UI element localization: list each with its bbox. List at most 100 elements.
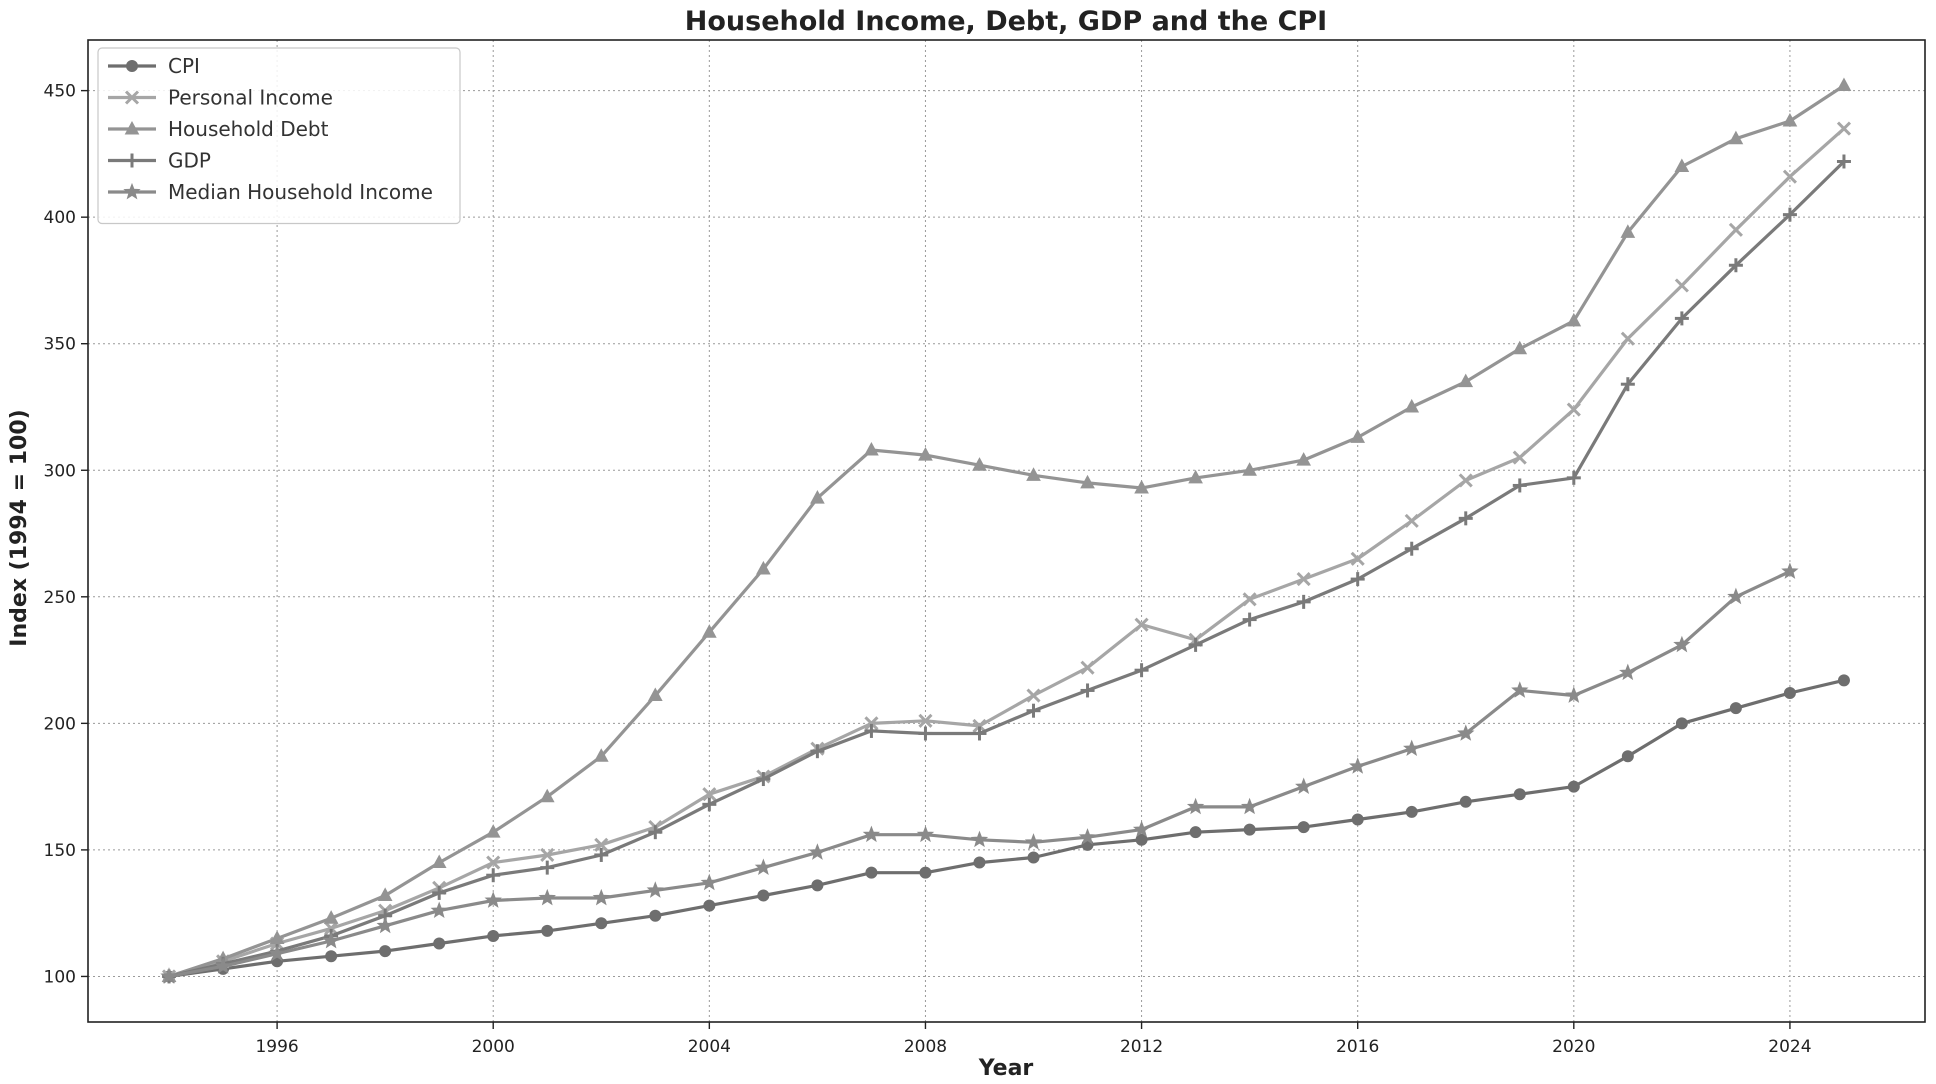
- data-point: [972, 457, 987, 471]
- data-point: [1404, 541, 1419, 556]
- data-point: [916, 825, 935, 843]
- data-point: [918, 713, 933, 728]
- data-point: [214, 957, 232, 974]
- data-point: [1135, 833, 1148, 846]
- data-point: [919, 866, 932, 879]
- data-point: [1297, 821, 1310, 834]
- data-point: [810, 744, 825, 759]
- data-point: [379, 945, 392, 958]
- data-point: [1242, 612, 1257, 627]
- data-point: [1404, 398, 1420, 413]
- legend-entry: Personal Income: [108, 86, 333, 110]
- data-point: [376, 916, 394, 934]
- data-point: [1620, 331, 1635, 346]
- series-5: [160, 562, 1799, 984]
- data-point: [1350, 429, 1366, 443]
- data-point: [1512, 340, 1528, 355]
- data-point: [1728, 222, 1743, 237]
- data-point: [1240, 797, 1259, 815]
- data-point: [268, 944, 286, 961]
- x-tick-label: 2000: [472, 1037, 515, 1057]
- data-point: [1511, 681, 1529, 698]
- data-point: [1404, 513, 1419, 528]
- data-point: [1620, 224, 1636, 238]
- data-point: [1567, 780, 1580, 793]
- data-point: [864, 441, 879, 456]
- data-point: [1458, 473, 1473, 488]
- data-point: [431, 854, 447, 869]
- series-line: [167, 569, 1792, 979]
- legend-label: GDP: [168, 149, 211, 173]
- legend-label: Personal Income: [168, 86, 333, 110]
- data-point: [1512, 450, 1527, 465]
- data-point: [700, 873, 718, 891]
- y-axis-label: Index (1994 = 100): [7, 409, 32, 646]
- data-point: [864, 716, 879, 731]
- data-point: [1403, 739, 1421, 756]
- data-point: [1132, 820, 1151, 838]
- data-point: [1351, 813, 1364, 826]
- data-point: [1188, 637, 1203, 652]
- data-point: [1024, 833, 1043, 850]
- y-tick-label: 250: [44, 588, 76, 608]
- data-point: [973, 856, 986, 869]
- data-point: [1134, 663, 1149, 678]
- data-point: [1783, 686, 1796, 699]
- data-point: [702, 797, 717, 812]
- series-line: [167, 127, 1846, 979]
- legend-label: Household Debt: [168, 117, 329, 141]
- data-point: [1459, 795, 1472, 808]
- data-point: [1296, 572, 1311, 587]
- data-point: [1619, 663, 1637, 681]
- data-point: [1026, 703, 1041, 718]
- data-point: [1836, 121, 1852, 136]
- legend-marker: [125, 153, 139, 168]
- legend-marker: [126, 60, 138, 72]
- data-point: [1728, 130, 1744, 145]
- data-point: [1134, 479, 1149, 494]
- data-point: [1674, 278, 1689, 293]
- data-point: [703, 899, 716, 912]
- data-point: [485, 824, 501, 838]
- data-point: [1080, 474, 1095, 489]
- data-point: [594, 847, 609, 862]
- series-line: [167, 678, 1846, 979]
- y-tick-label: 400: [44, 208, 76, 228]
- plot-frame: [87, 39, 1926, 1023]
- x-tick-label: 2012: [1120, 1037, 1163, 1057]
- data-point: [1186, 797, 1205, 815]
- data-point: [1566, 470, 1581, 485]
- legend-entry: GDP: [108, 149, 211, 173]
- y-tick-label: 300: [44, 461, 76, 481]
- data-point: [540, 860, 555, 875]
- data-point: [918, 726, 933, 741]
- data-point: [1188, 469, 1203, 484]
- data-point: [593, 748, 609, 762]
- data-point: [648, 825, 663, 840]
- data-point: [754, 858, 773, 876]
- legend-box: [97, 47, 461, 225]
- data-point: [1565, 686, 1583, 703]
- data-point: [756, 772, 771, 787]
- data-point: [1296, 452, 1312, 466]
- data-point: [647, 687, 663, 702]
- data-point: [646, 881, 664, 898]
- data-point: [701, 624, 717, 638]
- legend-marker: [124, 120, 140, 135]
- data-point: [538, 888, 556, 906]
- x-tick-label: 2020: [1552, 1037, 1595, 1057]
- series-line: [167, 159, 1846, 979]
- data-point: [1350, 572, 1365, 587]
- data-point: [540, 847, 555, 863]
- legend-marker: [123, 182, 141, 200]
- data-point: [1027, 851, 1040, 864]
- data-point: [1781, 562, 1799, 579]
- x-tick-label: 2016: [1336, 1037, 1379, 1057]
- data-point: [433, 937, 446, 950]
- data-point: [269, 930, 285, 944]
- data-point: [1349, 757, 1367, 774]
- data-point: [487, 929, 500, 942]
- data-point: [377, 887, 393, 901]
